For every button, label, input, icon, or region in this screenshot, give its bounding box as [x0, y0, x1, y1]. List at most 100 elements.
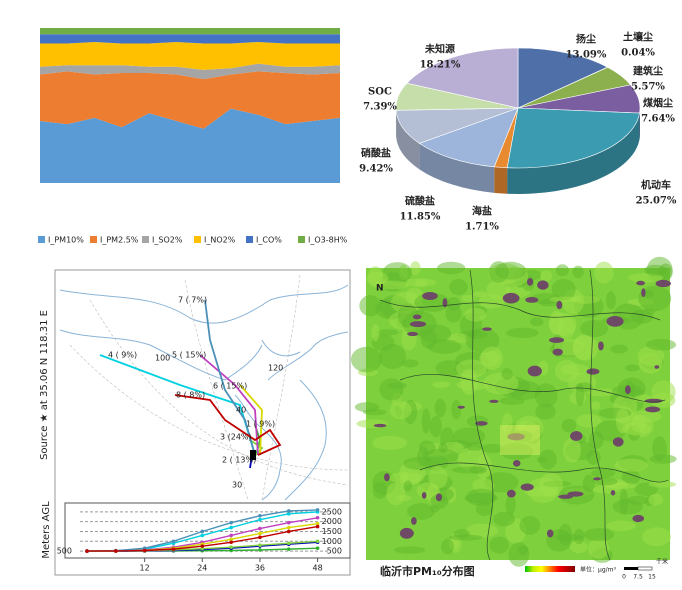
raster-patch [517, 545, 529, 555]
pie-side-shade [396, 110, 420, 170]
urban-blob [421, 491, 427, 499]
urban-blob [570, 431, 583, 442]
pie-category: 硫酸盐 [405, 195, 435, 208]
raster-texture [350, 256, 677, 567]
pie-value-label: 18.21% [420, 60, 461, 71]
urban-blob [586, 368, 600, 375]
coastline [261, 339, 301, 357]
scale-unit: 千米 [656, 558, 668, 566]
y-tick-label: 500 [57, 547, 72, 556]
raster-patch [570, 540, 588, 554]
area [40, 28, 340, 35]
raster-patch [576, 414, 602, 428]
raster-patch [489, 536, 510, 554]
legend-label: I_CO% [256, 236, 282, 245]
raster-patch [397, 303, 418, 328]
raster-patch [627, 495, 649, 505]
raster-patch [449, 279, 468, 296]
pie-slice [418, 107, 519, 168]
raster-patch [493, 511, 516, 527]
coastline [267, 331, 349, 381]
pie-value-label: 9.42% [359, 164, 393, 175]
raster-patch [483, 372, 519, 395]
raster-patch [590, 401, 601, 410]
raster-patch [563, 437, 582, 463]
pie-category: 土壤尘 [623, 31, 653, 44]
height-marker [286, 509, 291, 513]
pie-side-shade [494, 166, 508, 194]
raster-patch [376, 329, 399, 336]
height-marker [258, 517, 262, 522]
raster-patch [538, 472, 564, 498]
height-marker [258, 514, 262, 518]
pie-side [494, 166, 508, 194]
raster-patch [453, 427, 486, 445]
urban-blob [489, 399, 499, 403]
raster-patch [448, 534, 483, 541]
raster-patch [519, 515, 541, 535]
raster-patch [555, 359, 579, 383]
map-grid [69, 344, 349, 471]
raster-patch [529, 317, 544, 327]
x-tick-label: 48 [312, 564, 322, 573]
legend-label: I_SO2% [152, 236, 183, 245]
height-marker [171, 547, 176, 551]
y-tick-label: 2500 [322, 507, 342, 516]
area [40, 108, 340, 183]
raster-patch [587, 388, 617, 397]
trajectory-label: 7 ( 7%) [178, 296, 207, 305]
boundary [379, 269, 669, 561]
raster-patch [646, 338, 677, 351]
urban-blob [644, 398, 663, 404]
raster-patch [631, 410, 662, 423]
height-marker [229, 533, 233, 538]
height-marker [258, 535, 262, 540]
legend-label: I_PM10% [48, 236, 84, 245]
urban-blob [407, 331, 419, 337]
raster-patch [388, 472, 424, 484]
area [40, 71, 340, 129]
map-grid [261, 274, 301, 501]
raster-patch [557, 318, 576, 339]
height-marker [286, 520, 291, 525]
legend-label: I_PM2.5% [100, 236, 139, 245]
raster-patch [555, 264, 569, 277]
urban-blob [645, 406, 661, 413]
raster-patch [505, 494, 516, 516]
raster-patch [551, 278, 576, 301]
trajectory-path [174, 394, 282, 456]
height-marker [142, 548, 147, 553]
height-marker [286, 529, 291, 534]
raster-patch [539, 449, 557, 470]
pie-side-shade [507, 113, 640, 194]
urban-blob [549, 337, 565, 344]
height-marker [286, 541, 291, 546]
pie-slice [406, 47, 519, 109]
raster-patch [648, 493, 663, 506]
x-tick-label: 36 [255, 564, 265, 573]
raster-patch [651, 380, 676, 404]
urban-blob [435, 493, 443, 502]
urban-blob [546, 529, 554, 538]
raster-patch [583, 528, 615, 542]
pie-side-shade [419, 143, 495, 193]
trajectory-label: 8 ( 8%) [176, 391, 205, 400]
raster-patch [379, 378, 404, 401]
urban-blob [593, 477, 601, 481]
urban-blob [636, 280, 645, 286]
raster-patch [410, 261, 421, 276]
scale-label: 15 [648, 574, 656, 581]
source-label: Source ★ at 35.06 N 118.31 E [39, 310, 50, 460]
trajectory-panel [54, 269, 351, 576]
raster-patch [372, 435, 407, 450]
y-tick-label: 1500 [322, 527, 342, 536]
raster-patch [588, 431, 604, 449]
colorbar [525, 566, 575, 572]
map-grid-label: 40 [236, 406, 246, 415]
unit-label: 单位：μg/m³ [580, 566, 616, 574]
legend-swatch [90, 236, 97, 243]
height-marker [229, 520, 233, 525]
urban-blob [606, 315, 624, 327]
map-title: 临沂市PM₁₀分布图 [380, 564, 475, 578]
height-marker [258, 543, 262, 547]
